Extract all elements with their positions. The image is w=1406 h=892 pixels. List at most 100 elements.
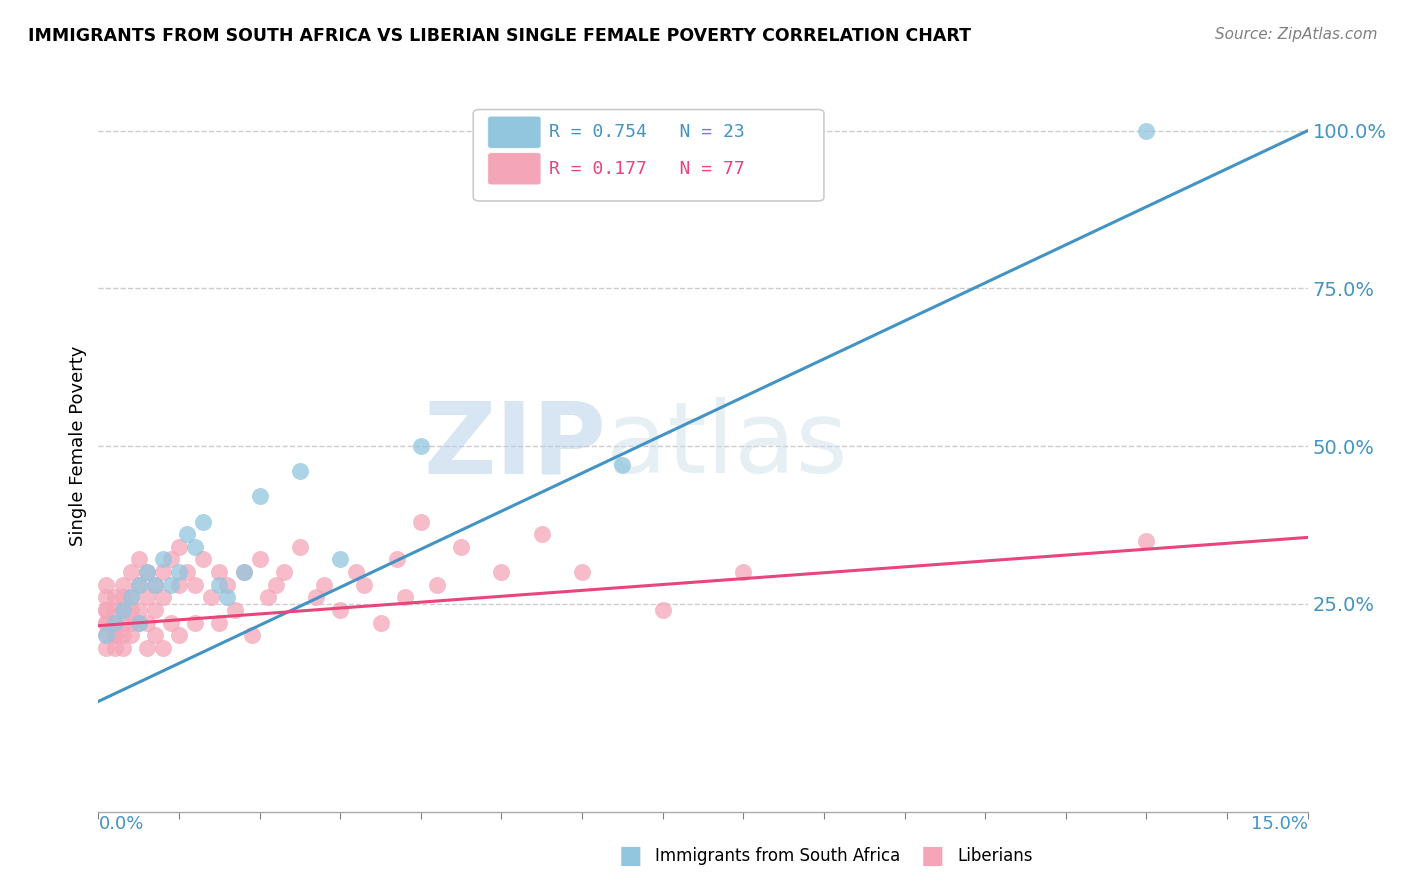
Point xyxy=(733,565,755,579)
Point xyxy=(208,615,231,630)
Point xyxy=(232,565,254,579)
Point xyxy=(256,591,278,605)
Point xyxy=(314,578,336,592)
Text: 15.0%: 15.0% xyxy=(1250,815,1308,833)
Text: R = 0.177   N = 77: R = 0.177 N = 77 xyxy=(550,160,745,178)
Point xyxy=(305,591,328,605)
Point xyxy=(111,603,134,617)
Point xyxy=(135,565,157,579)
Text: atlas: atlas xyxy=(606,398,848,494)
Point xyxy=(288,464,311,478)
Text: Immigrants from South Africa: Immigrants from South Africa xyxy=(655,847,900,864)
Point xyxy=(111,615,134,630)
Point xyxy=(160,552,183,566)
Point xyxy=(1135,124,1157,138)
Point xyxy=(232,565,254,579)
Point xyxy=(370,615,392,630)
Point xyxy=(143,578,166,592)
Point xyxy=(394,591,416,605)
Text: 0.0%: 0.0% xyxy=(98,815,143,833)
Point xyxy=(273,565,295,579)
Point xyxy=(167,540,190,554)
Point xyxy=(450,540,472,554)
Point xyxy=(409,515,432,529)
Text: R = 0.754   N = 23: R = 0.754 N = 23 xyxy=(550,123,745,141)
Point xyxy=(96,591,118,605)
Point xyxy=(160,615,183,630)
Point xyxy=(135,591,157,605)
FancyBboxPatch shape xyxy=(474,110,824,201)
Point xyxy=(96,615,118,630)
Point xyxy=(128,615,150,630)
Point xyxy=(128,578,150,592)
Point xyxy=(96,603,118,617)
Point xyxy=(329,552,352,566)
Point xyxy=(103,603,125,617)
Point xyxy=(612,458,634,472)
FancyBboxPatch shape xyxy=(488,116,541,148)
Point xyxy=(103,591,125,605)
Point xyxy=(120,591,142,605)
Text: ZIP: ZIP xyxy=(423,398,606,494)
Point xyxy=(103,640,125,655)
Point xyxy=(120,591,142,605)
Point xyxy=(571,565,593,579)
Point xyxy=(152,552,174,566)
Point xyxy=(353,578,375,592)
Point xyxy=(167,578,190,592)
Point xyxy=(249,490,271,504)
Point xyxy=(651,603,673,617)
Point xyxy=(135,615,157,630)
Point xyxy=(111,603,134,617)
Point xyxy=(111,640,134,655)
Point xyxy=(249,552,271,566)
Point xyxy=(491,565,513,579)
Point xyxy=(184,615,207,630)
Point xyxy=(103,615,125,630)
Point xyxy=(143,603,166,617)
Point xyxy=(128,578,150,592)
Point xyxy=(120,565,142,579)
Point xyxy=(217,578,239,592)
Point xyxy=(200,591,222,605)
Point xyxy=(96,578,118,592)
Point xyxy=(208,565,231,579)
Point xyxy=(152,640,174,655)
Text: ■: ■ xyxy=(619,844,643,868)
Point xyxy=(103,615,125,630)
Point xyxy=(329,603,352,617)
Point xyxy=(264,578,287,592)
Point xyxy=(426,578,449,592)
Point xyxy=(193,515,215,529)
Point xyxy=(224,603,246,617)
Point xyxy=(135,640,157,655)
Point xyxy=(167,628,190,642)
Point xyxy=(176,565,198,579)
Point xyxy=(96,615,118,630)
Point xyxy=(120,615,142,630)
Point xyxy=(217,591,239,605)
Point xyxy=(103,628,125,642)
Point xyxy=(344,565,367,579)
Text: IMMIGRANTS FROM SOUTH AFRICA VS LIBERIAN SINGLE FEMALE POVERTY CORRELATION CHART: IMMIGRANTS FROM SOUTH AFRICA VS LIBERIAN… xyxy=(28,27,972,45)
Point xyxy=(96,628,118,642)
Point xyxy=(385,552,408,566)
Point xyxy=(128,603,150,617)
Point xyxy=(120,603,142,617)
Point xyxy=(1135,533,1157,548)
Point xyxy=(167,565,190,579)
Point xyxy=(409,439,432,453)
Point xyxy=(208,578,231,592)
Point xyxy=(152,591,174,605)
Point xyxy=(160,578,183,592)
Point xyxy=(193,552,215,566)
Point xyxy=(103,628,125,642)
Point xyxy=(128,552,150,566)
Point xyxy=(96,640,118,655)
Y-axis label: Single Female Poverty: Single Female Poverty xyxy=(69,346,87,546)
Point xyxy=(240,628,263,642)
Point xyxy=(152,565,174,579)
Text: Source: ZipAtlas.com: Source: ZipAtlas.com xyxy=(1215,27,1378,42)
Point xyxy=(184,540,207,554)
Point xyxy=(128,615,150,630)
